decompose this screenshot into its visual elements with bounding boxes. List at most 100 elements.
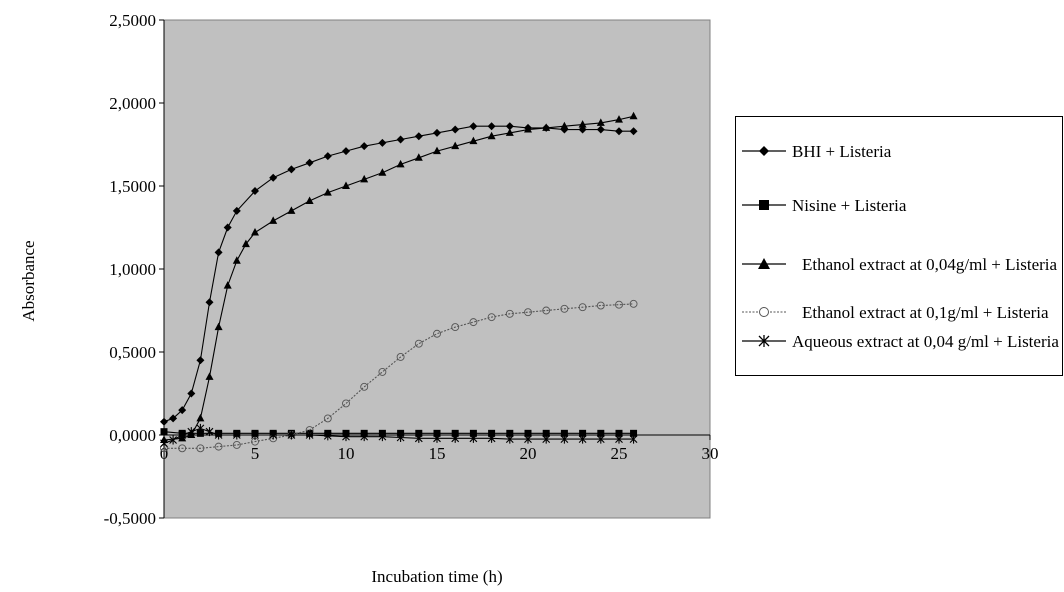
data-point	[169, 414, 178, 423]
data-point	[378, 432, 387, 442]
data-point	[542, 123, 551, 131]
data-point	[396, 159, 405, 168]
data-point	[451, 323, 460, 332]
data-point	[360, 142, 369, 151]
data-point	[433, 329, 441, 338]
data-point	[205, 298, 214, 307]
data-point	[214, 442, 223, 451]
data-point	[505, 309, 514, 318]
data-point	[506, 429, 514, 437]
data-point	[615, 115, 623, 123]
data-point	[160, 438, 168, 448]
data-point	[305, 196, 314, 204]
data-point	[232, 441, 241, 449]
data-point	[433, 429, 441, 437]
data-point	[232, 206, 241, 215]
y-axis: -0,5000 0,0000 0,5000 1,0000 1,5000 2,0000 2,5…	[104, 11, 165, 528]
star-marker-icon	[742, 335, 786, 347]
data-point	[251, 430, 259, 440]
data-point	[205, 372, 214, 380]
data-point	[433, 433, 441, 443]
data-point	[196, 423, 205, 433]
data-point	[505, 434, 514, 444]
data-point	[524, 308, 532, 317]
data-point	[269, 430, 278, 440]
data-point	[414, 153, 423, 161]
legend-label: BHI + Listeria	[792, 142, 892, 161]
data-point	[360, 432, 369, 442]
data-point	[615, 434, 623, 444]
data-point	[169, 435, 177, 445]
data-point	[615, 429, 623, 437]
data-point	[323, 188, 332, 196]
y-tick-label: 2,5000	[109, 11, 156, 30]
data-point	[396, 135, 405, 144]
square-marker-icon	[742, 200, 786, 210]
data-point	[487, 433, 496, 443]
data-point	[305, 158, 314, 167]
data-point	[251, 227, 259, 236]
series-5	[160, 423, 638, 448]
y-axis-title: Absorbance	[19, 240, 38, 321]
data-point	[223, 281, 232, 289]
data-point	[578, 434, 587, 444]
legend-label: Nisine + Listeria	[792, 196, 907, 215]
data-point	[524, 434, 532, 444]
x-tick-label: 5	[251, 444, 260, 463]
legend-label: Aqueous extract at 0,04 g/ml + Listeria	[792, 332, 1059, 351]
data-point	[214, 430, 223, 440]
data-point	[378, 168, 387, 176]
data-point	[414, 339, 423, 348]
y-tick-label: 1,5000	[109, 177, 156, 196]
data-point	[560, 434, 569, 444]
data-point	[542, 434, 551, 444]
data-point	[630, 429, 638, 437]
data-point	[342, 147, 350, 156]
data-point	[629, 127, 638, 136]
data-point	[629, 111, 638, 120]
data-point	[560, 304, 569, 313]
data-point	[487, 122, 496, 131]
open-circle-marker-icon	[742, 307, 786, 317]
data-point	[629, 434, 638, 444]
series-line	[164, 303, 634, 449]
data-point	[488, 429, 496, 437]
data-point	[269, 216, 278, 224]
data-point	[178, 406, 187, 415]
data-point	[578, 120, 587, 128]
data-point	[596, 125, 605, 134]
data-point	[560, 429, 568, 437]
data-point	[323, 431, 332, 441]
data-point	[287, 430, 296, 440]
data-point	[196, 413, 205, 422]
data-point	[251, 186, 259, 195]
data-point	[342, 181, 350, 189]
data-point	[469, 122, 478, 131]
x-axis-title: Incubation time (h)	[371, 567, 502, 586]
data-point	[542, 429, 550, 437]
data-point	[214, 322, 223, 331]
data-point	[342, 399, 350, 408]
data-point	[596, 434, 605, 444]
data-point	[415, 429, 423, 437]
data-point	[451, 429, 459, 437]
data-point	[596, 118, 605, 126]
data-point	[597, 429, 605, 437]
data-point	[187, 389, 196, 398]
data-point	[223, 223, 232, 232]
data-point	[596, 301, 605, 310]
legend-label: Ethanol extract at 0,1g/ml + Listeria	[802, 303, 1049, 322]
data-point	[578, 303, 587, 312]
data-point	[487, 131, 496, 140]
data-point	[524, 429, 532, 437]
data-point	[560, 121, 569, 130]
data-point	[323, 414, 332, 423]
data-point	[187, 427, 196, 437]
data-point	[469, 429, 477, 437]
data-point	[469, 433, 478, 443]
series-4	[160, 299, 638, 453]
data-point	[487, 313, 496, 322]
data-point	[196, 444, 205, 453]
data-point	[451, 433, 460, 443]
